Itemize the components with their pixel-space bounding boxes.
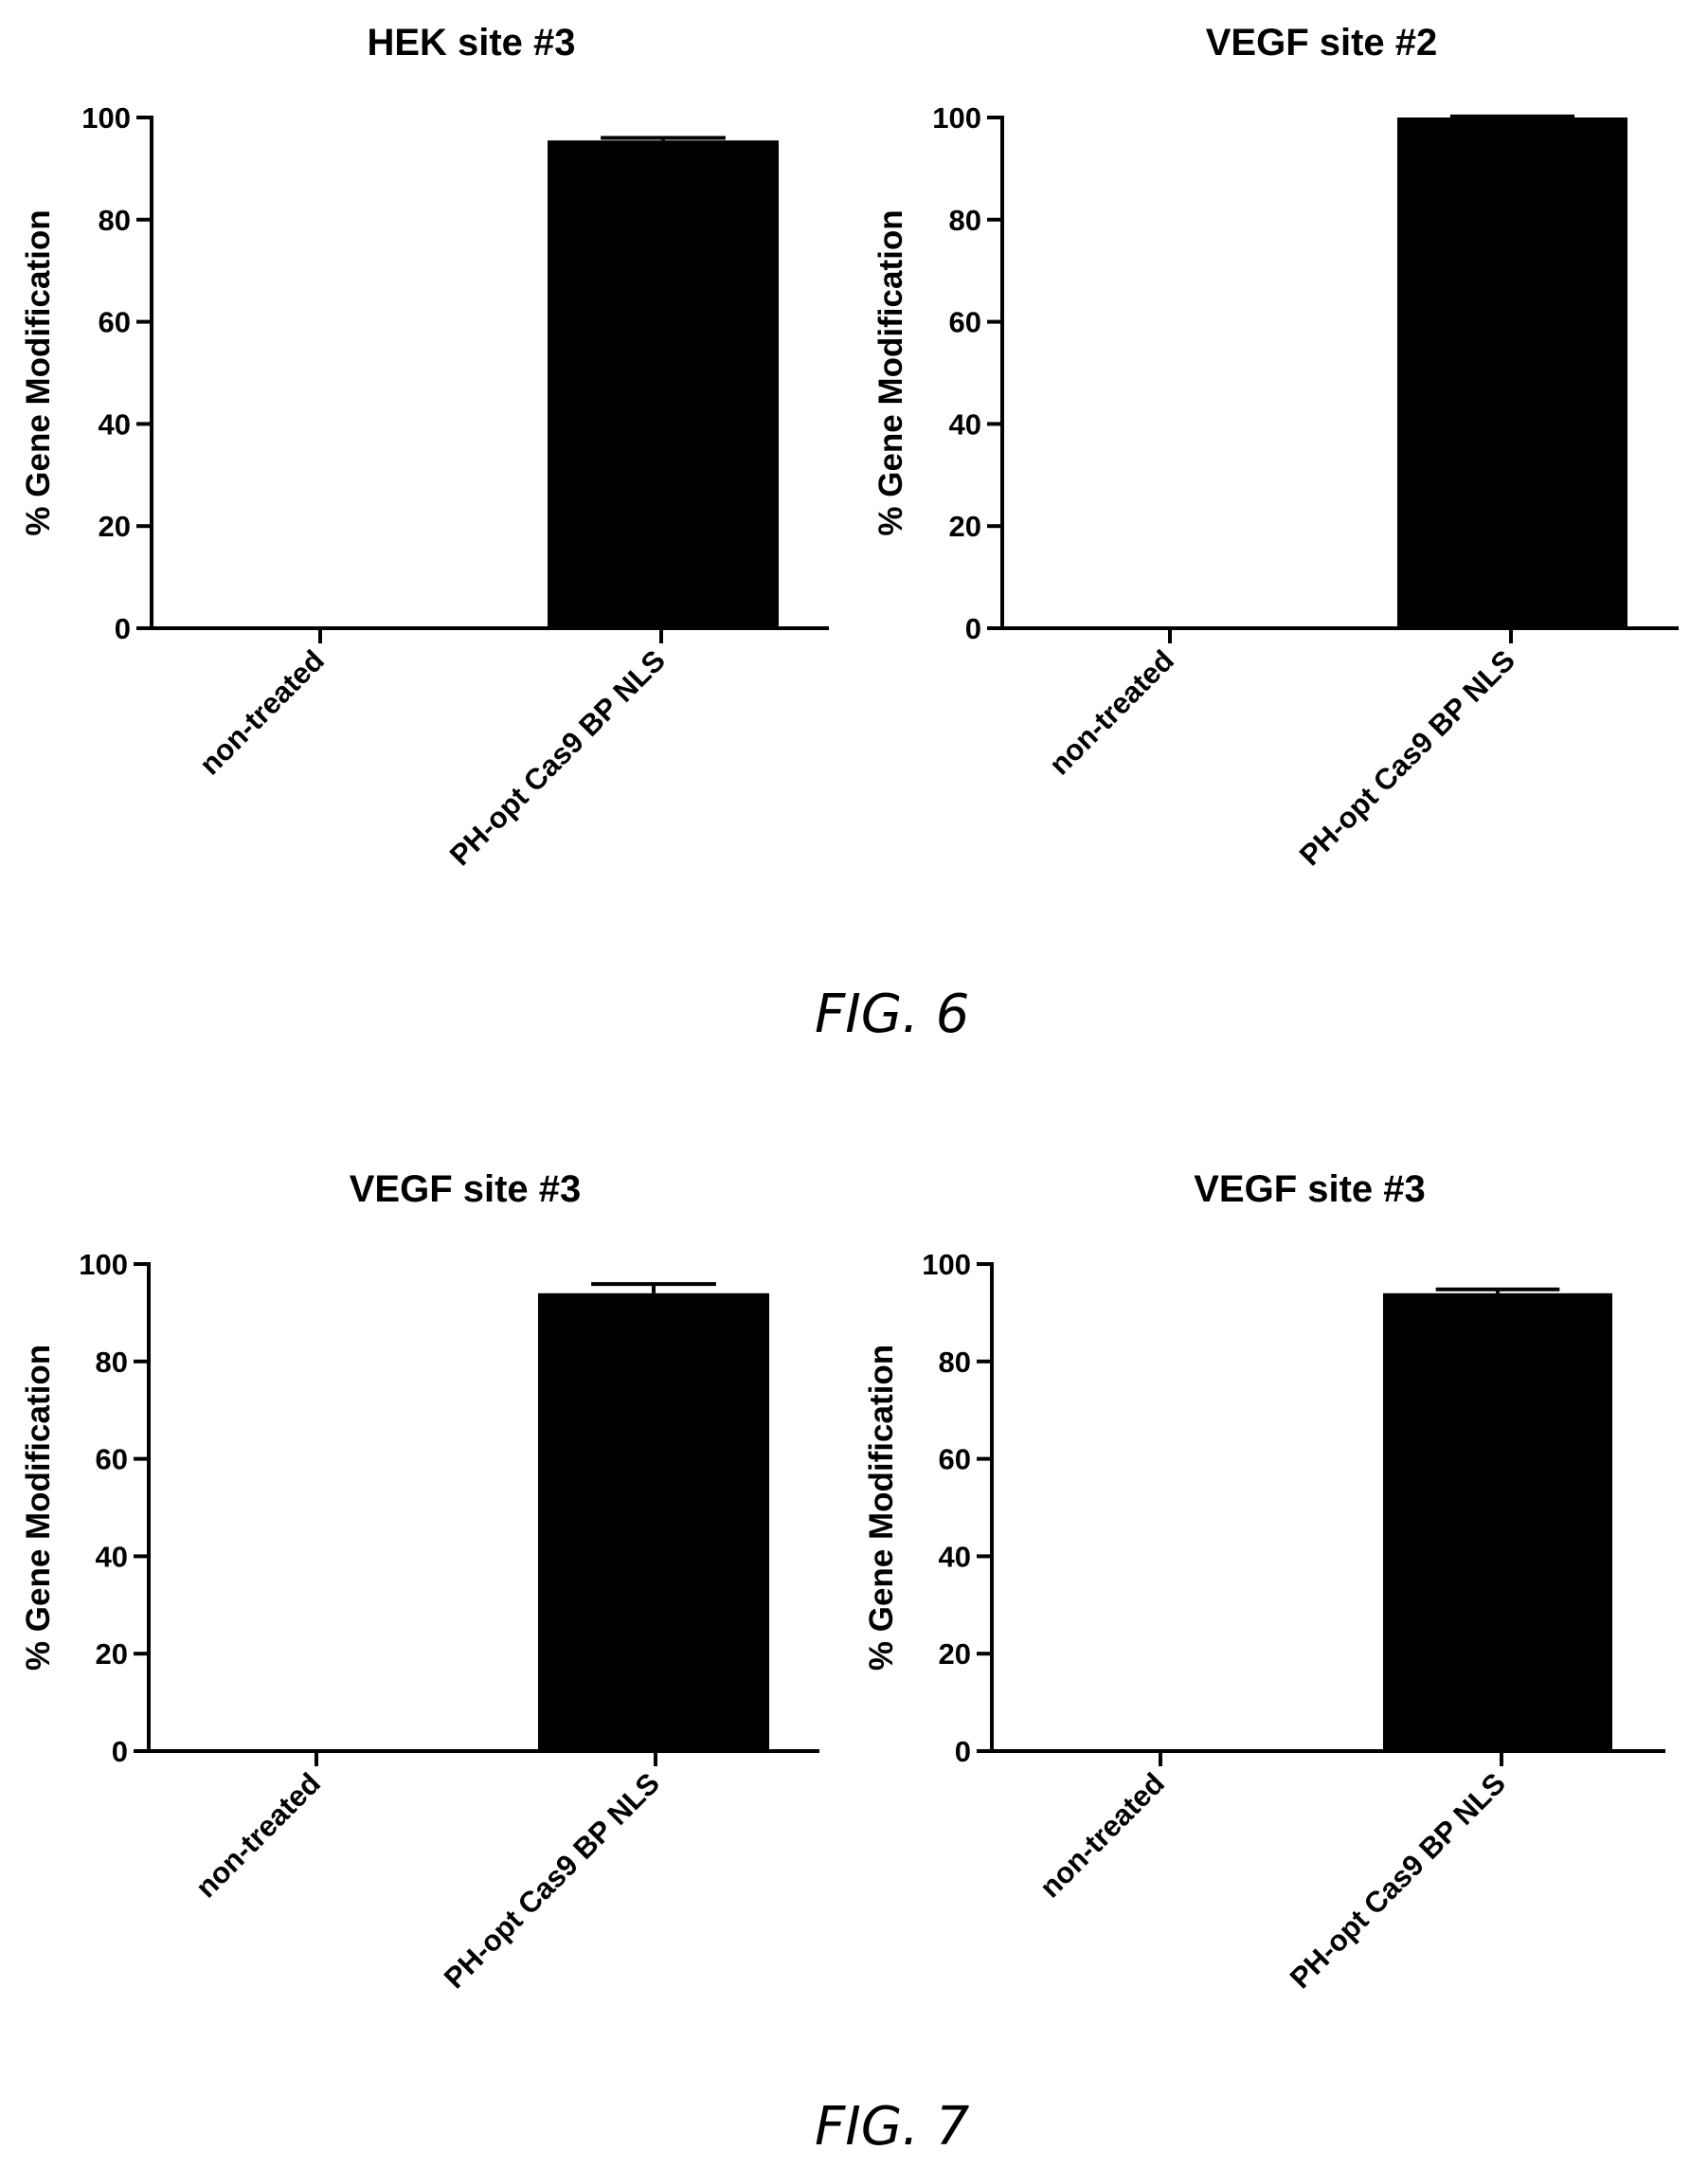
y-tick-label: 20 xyxy=(939,1637,971,1671)
x-category-label: PH-opt Cas9 BP NLS xyxy=(443,643,672,872)
bar-chart-4: VEGF site #3 % Gene Modification 0 20 40 60 80… xyxy=(863,1168,1665,1995)
y-tick-label: 80 xyxy=(99,204,131,237)
x-category-label: non-treated xyxy=(1034,1766,1171,1904)
y-axis-label: % Gene Modification xyxy=(20,209,57,535)
bar-chart-2: VEGF site #2 % Gene Modification 0 20 40 60 80… xyxy=(872,22,1679,872)
y-tick-label: 20 xyxy=(949,510,981,543)
y-tick-label: 100 xyxy=(79,1248,128,1281)
y-tick-label: 40 xyxy=(96,1540,128,1573)
chart-title: VEGF site #2 xyxy=(1206,22,1438,63)
y-tick-label: 20 xyxy=(99,510,131,543)
y-tick-label: 80 xyxy=(96,1346,128,1379)
bar-2 xyxy=(1383,1292,1612,1751)
y-tick-label: 80 xyxy=(939,1346,971,1379)
y-tick-label: 40 xyxy=(939,1540,971,1573)
x-category-label: PH-opt Cas9 BP NLS xyxy=(438,1766,666,1995)
y-tick-label: 20 xyxy=(96,1637,128,1671)
y-axis-label: % Gene Modification xyxy=(20,1345,57,1671)
y-tick-label: 60 xyxy=(949,306,981,339)
y-tick-label: 80 xyxy=(949,204,981,237)
y-tick-label: 100 xyxy=(922,1248,971,1281)
y-tick-label: 0 xyxy=(965,612,981,645)
x-category-label: non-treated xyxy=(1043,643,1180,781)
y-tick-label: 40 xyxy=(949,407,981,441)
y-axis-label: % Gene Modification xyxy=(863,1345,900,1671)
y-tick-label: 100 xyxy=(81,101,131,135)
x-category-label: PH-opt Cas9 BP NLS xyxy=(1284,1766,1512,1995)
x-category-label: non-treated xyxy=(189,1766,327,1904)
y-tick-label: 100 xyxy=(932,101,981,135)
chart-title: VEGF site #3 xyxy=(1194,1168,1426,1210)
figure-label-6: FIG. 6 xyxy=(815,984,970,1045)
figure-label-7: FIG. 7 xyxy=(815,2096,970,2158)
bar-2 xyxy=(1397,117,1627,628)
bar-chart-1: HEK site #3 % Gene Modification 0 20 40 60 80 1… xyxy=(20,22,829,872)
y-tick-label: 0 xyxy=(955,1735,971,1768)
y-tick-label: 60 xyxy=(96,1443,128,1476)
y-tick-label: 40 xyxy=(99,407,131,441)
chart-title: HEK site #3 xyxy=(367,22,575,63)
bar-chart-3: VEGF site #3 % Gene Modification 0 20 40 60 80… xyxy=(20,1168,819,1995)
x-category-label: non-treated xyxy=(193,643,331,781)
bar-2 xyxy=(548,140,779,628)
y-tick-label: 60 xyxy=(939,1443,971,1476)
y-tick-label: 0 xyxy=(112,1735,128,1768)
y-axis-label: % Gene Modification xyxy=(872,209,909,535)
chart-title: VEGF site #3 xyxy=(350,1168,582,1210)
y-tick-label: 0 xyxy=(115,612,131,645)
bar-2 xyxy=(538,1292,769,1751)
y-tick-label: 60 xyxy=(99,306,131,339)
x-category-label: PH-opt Cas9 BP NLS xyxy=(1293,643,1521,872)
